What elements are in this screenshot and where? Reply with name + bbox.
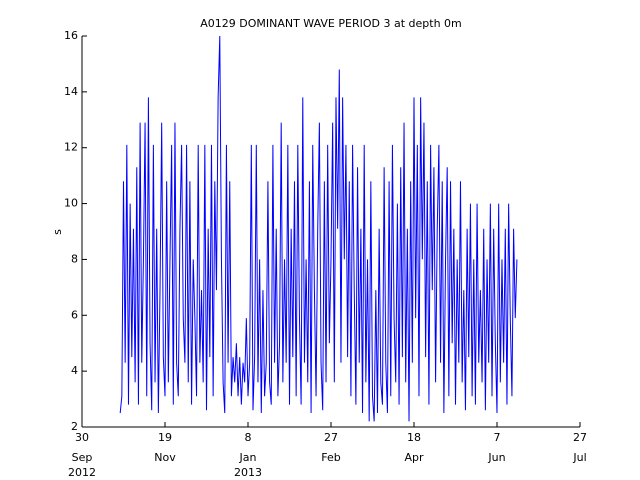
y-tick-label: 14: [64, 85, 78, 98]
x-tick-year: 2012: [68, 466, 96, 479]
x-tick-month: Jan: [239, 451, 257, 464]
x-tick-label: 8: [245, 431, 252, 444]
x-tick-label: 7: [494, 431, 501, 444]
x-tick-month: Sep: [72, 451, 93, 464]
x-tick-label: 27: [324, 431, 338, 444]
y-tick-label: 8: [71, 252, 78, 265]
x-tick-year: 2013: [234, 466, 262, 479]
x-tick-label: 19: [158, 431, 172, 444]
x-tick-label: 27: [573, 431, 587, 444]
x-tick-month: Nov: [154, 451, 176, 464]
chart-title: A0129 DOMINANT WAVE PERIOD 3 at depth 0m: [200, 17, 462, 30]
y-tick-label: 6: [71, 308, 78, 321]
data-line: [119, 35, 518, 422]
x-tick-label: 30: [75, 431, 89, 444]
x-tick-month: Feb: [321, 451, 340, 464]
y-tick-label: 10: [64, 197, 78, 210]
y-tick-label: 12: [64, 141, 78, 154]
x-tick-month: Jul: [572, 451, 586, 464]
x-tick-label: 18: [407, 431, 421, 444]
y-tick-label: 2: [71, 420, 78, 433]
x-tick-month: Apr: [404, 451, 424, 464]
x-tick-month: Jun: [487, 451, 505, 464]
y-tick-label: 16: [64, 29, 78, 42]
y-tick-label: 4: [71, 364, 78, 377]
y-axis-label: s: [51, 229, 64, 235]
